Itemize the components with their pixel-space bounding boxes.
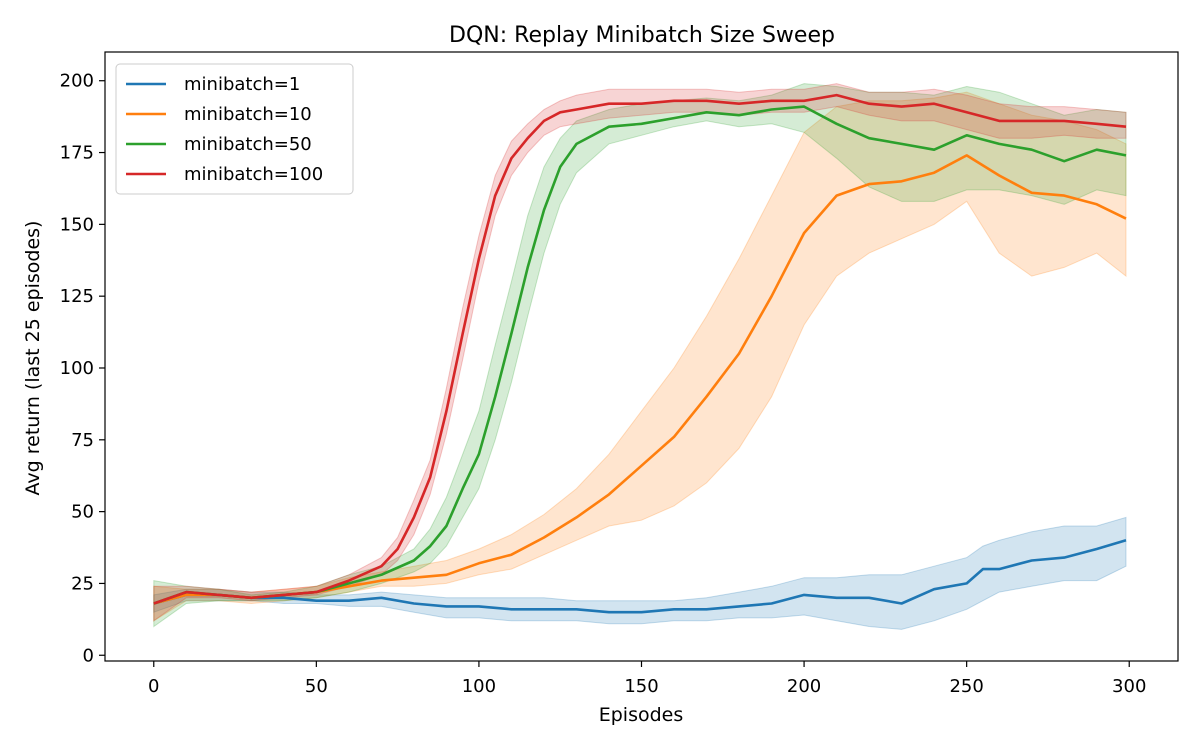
y-tick-label: 100 [60, 358, 94, 379]
legend-label-4: minibatch=100 [184, 164, 323, 185]
y-axis: 0 25 50 75 100 125 150 175 200 [60, 71, 105, 666]
band-series-3 [153, 83, 1127, 628]
legend-label-1: minibatch=1 [184, 74, 300, 95]
legend-box [115, 63, 354, 195]
y-tick-label: 175 [60, 143, 94, 164]
y-axis-label: Avg return (last 25 episodes) [22, 221, 44, 496]
chart-title: DQN: Replay Minibatch Size Sweep [449, 23, 835, 48]
x-tick-label: 50 [305, 676, 328, 697]
x-tick-label: 300 [1112, 676, 1146, 697]
y-tick-label: 75 [71, 430, 94, 451]
y-tick-label: 50 [71, 502, 94, 523]
line-series-4 [153, 93, 1127, 605]
x-axis-label: Episodes [599, 704, 684, 726]
line-series-3 [153, 105, 1127, 605]
legend-label-2: minibatch=10 [184, 104, 312, 125]
series-lines [153, 93, 1127, 614]
y-tick-label: 125 [60, 286, 94, 307]
band-series-4 [153, 83, 1127, 622]
x-tick-label: 150 [624, 676, 658, 697]
y-tick-label: 25 [71, 573, 94, 594]
x-tick-label: 0 [148, 676, 159, 697]
y-tick-label: 150 [60, 214, 94, 235]
band-series-2 [153, 91, 1127, 622]
x-axis: 0 50 100 150 200 250 300 [148, 661, 1146, 697]
line-series-1 [153, 539, 1127, 614]
x-tick-label: 200 [787, 676, 821, 697]
legend-label-3: minibatch=50 [184, 134, 312, 155]
legend: minibatch=1 minibatch=10 minibatch=50 minib… [115, 63, 354, 195]
x-tick-label: 100 [462, 676, 496, 697]
y-tick-label: 0 [83, 645, 94, 666]
y-tick-label: 200 [60, 71, 94, 92]
x-tick-label: 250 [949, 676, 983, 697]
